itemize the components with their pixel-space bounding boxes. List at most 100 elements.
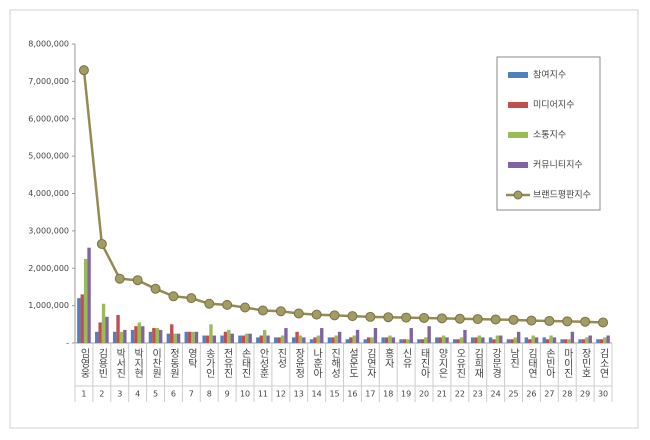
x-tick-label: 장민호 — [579, 348, 591, 378]
bar — [585, 337, 589, 343]
bar — [123, 329, 127, 343]
bar — [277, 337, 281, 343]
x-tick-label: 영탁 — [185, 348, 197, 368]
rank-label: 24 — [491, 390, 501, 399]
bar — [191, 331, 195, 343]
bar — [148, 331, 153, 343]
bar — [295, 331, 299, 343]
rank-label: 13 — [294, 390, 304, 399]
y-tick-label: 5,000,000 — [28, 152, 69, 161]
y-tick-label: 4,000,000 — [28, 189, 69, 198]
bar — [370, 337, 374, 343]
bar — [209, 324, 213, 343]
bar — [170, 324, 174, 343]
bar — [352, 335, 356, 343]
bar — [176, 333, 181, 343]
x-tick-label: 김태연 — [525, 348, 537, 378]
bar — [202, 335, 206, 343]
x-tick-label: 김소연 — [597, 348, 609, 378]
bar — [477, 335, 482, 343]
legend-label: 미디어지수 — [533, 100, 574, 111]
bar — [98, 322, 102, 343]
rank-label: 1 — [81, 390, 86, 399]
bar — [320, 328, 324, 343]
line-marker — [311, 309, 322, 320]
rank-label: 20 — [419, 390, 429, 399]
rank-label: 27 — [544, 390, 554, 399]
rank-label: 23 — [473, 390, 483, 399]
bar — [581, 339, 586, 343]
rank-label: 21 — [437, 390, 447, 399]
rank-label: 26 — [526, 390, 536, 399]
bar — [105, 316, 109, 343]
y-tick-label: 2,000,000 — [28, 264, 69, 273]
bar — [220, 335, 224, 343]
x-tick-label: 남진 — [508, 348, 520, 368]
legend-label: 브랜드평판지수 — [533, 190, 591, 201]
line-marker — [78, 65, 89, 76]
line-marker — [186, 293, 197, 304]
legend-swatch — [508, 132, 528, 138]
x-tick-label: 진해성 — [329, 348, 341, 378]
rank-label: 8 — [207, 390, 212, 399]
bar — [349, 337, 353, 343]
line-marker — [562, 316, 573, 327]
bar — [345, 339, 350, 343]
legend-swatch — [508, 102, 528, 108]
bar — [187, 331, 192, 343]
x-tick-label: 태진아 — [418, 348, 430, 379]
bar — [453, 339, 457, 343]
bar — [238, 335, 242, 343]
rank-label: 11 — [258, 390, 268, 399]
bar — [119, 331, 124, 343]
bar — [266, 335, 270, 343]
rank-label: 2 — [99, 390, 104, 399]
bar — [542, 337, 546, 343]
bar — [481, 337, 485, 343]
bar — [137, 322, 142, 343]
x-tick-label: 김용빈 — [96, 348, 108, 378]
bar — [596, 339, 600, 343]
line-marker — [508, 314, 519, 325]
y-tick-label: 8,000,000 — [28, 40, 69, 49]
line-marker — [454, 313, 465, 324]
legend-label: 참여지수 — [533, 69, 566, 81]
line-marker — [293, 308, 304, 319]
bar — [298, 335, 303, 343]
bar — [212, 335, 217, 343]
x-tick-label: 설운도 — [346, 348, 358, 378]
line-marker — [544, 315, 555, 326]
line-marker — [329, 310, 340, 321]
bar — [327, 337, 332, 343]
rank-label: 6 — [171, 390, 176, 399]
rank-label: 29 — [580, 390, 590, 399]
bar — [531, 335, 535, 343]
x-tick-label: 손빈아 — [543, 348, 555, 379]
bar — [166, 333, 171, 343]
bar — [334, 335, 338, 343]
bar — [302, 337, 306, 343]
line-marker — [419, 312, 430, 323]
bar — [391, 337, 396, 343]
x-tick-label: 김연자 — [364, 348, 376, 379]
bar — [337, 331, 342, 343]
bar — [331, 337, 335, 343]
bar — [95, 331, 99, 343]
bar — [567, 339, 571, 343]
legend-swatch — [513, 190, 523, 200]
rank-label: 9 — [225, 390, 230, 399]
bar — [112, 331, 117, 343]
rank-label: 25 — [508, 390, 518, 399]
x-tick-label: 송가인 — [203, 348, 215, 378]
bar — [116, 314, 120, 343]
bar — [388, 335, 392, 343]
bar — [441, 335, 446, 343]
bar — [223, 331, 228, 343]
bar — [420, 339, 425, 343]
x-tick-label: 이찬원 — [150, 348, 162, 378]
x-tick-label: 진성 — [275, 348, 287, 368]
bar — [173, 333, 177, 343]
bar — [230, 333, 234, 343]
x-tick-label: 신유 — [400, 348, 412, 369]
line-marker — [526, 315, 537, 326]
